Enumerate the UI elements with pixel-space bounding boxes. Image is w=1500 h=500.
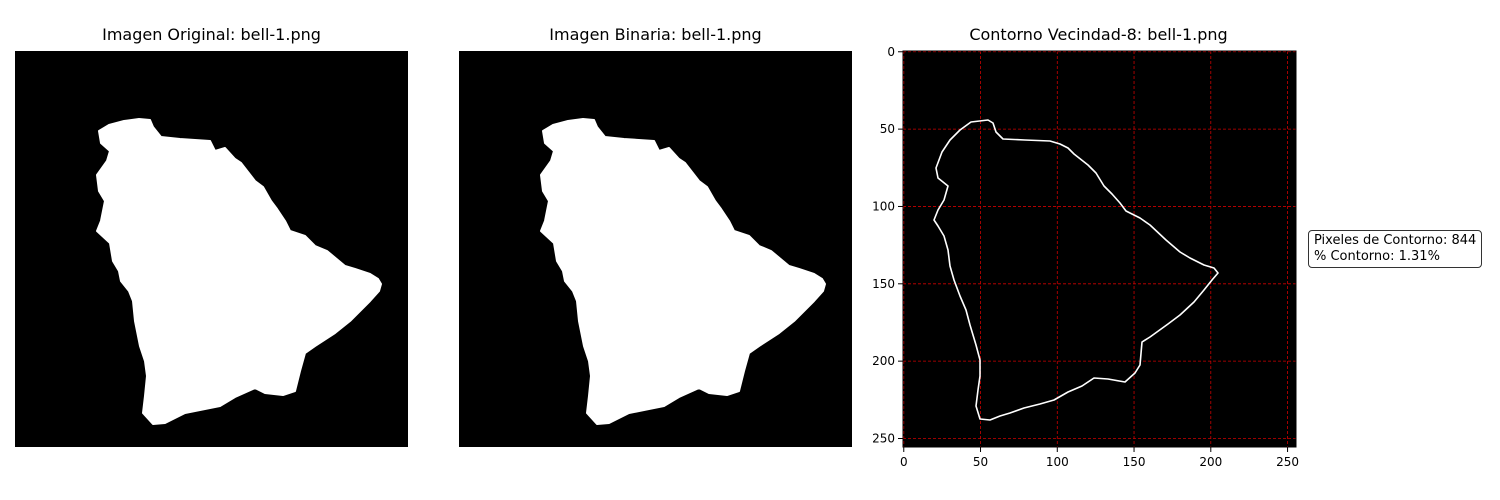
original-image <box>15 51 408 447</box>
x-tick-label: 100 <box>1046 455 1069 469</box>
y-tick-label: 100 <box>872 199 895 213</box>
binary-image <box>459 51 852 447</box>
contour-image-title: Contorno Vecindad-8: bell-1.png <box>969 25 1228 44</box>
x-tick-label: 150 <box>1123 455 1146 469</box>
contour-plot: 0 50 100 150 200 250 0 50 100 150 200 250 <box>850 40 1330 490</box>
x-tick-label: 200 <box>1199 455 1222 469</box>
x-tick-label: 50 <box>973 455 988 469</box>
contour-line <box>933 119 1219 421</box>
y-tick-label: 50 <box>880 122 895 136</box>
contour-image-background <box>903 51 1296 447</box>
contour-pixel-count: Pixeles de Contorno: 844 <box>1314 233 1477 248</box>
x-tick-label: 0 <box>900 455 908 469</box>
x-tick-label: 250 <box>1276 455 1299 469</box>
bell-silhouette-binary <box>540 118 826 425</box>
y-tick-label: 250 <box>872 431 895 445</box>
binary-image-title: Imagen Binaria: bell-1.png <box>549 25 762 44</box>
contour-axes: 0 50 100 150 200 250 0 50 100 150 200 250 <box>872 45 1299 469</box>
y-tick-label: 150 <box>872 277 895 291</box>
y-tick-label: 0 <box>887 45 895 59</box>
y-tick-label: 200 <box>872 354 895 368</box>
original-image-title: Imagen Original: bell-1.png <box>102 25 321 44</box>
contour-stats-box: Pixeles de Contorno: 844 % Contorno: 1.3… <box>1308 230 1483 268</box>
contour-percent: % Contorno: 1.31% <box>1314 249 1440 264</box>
contour-axes-frame <box>902 50 1297 448</box>
bell-silhouette-original <box>96 118 382 425</box>
